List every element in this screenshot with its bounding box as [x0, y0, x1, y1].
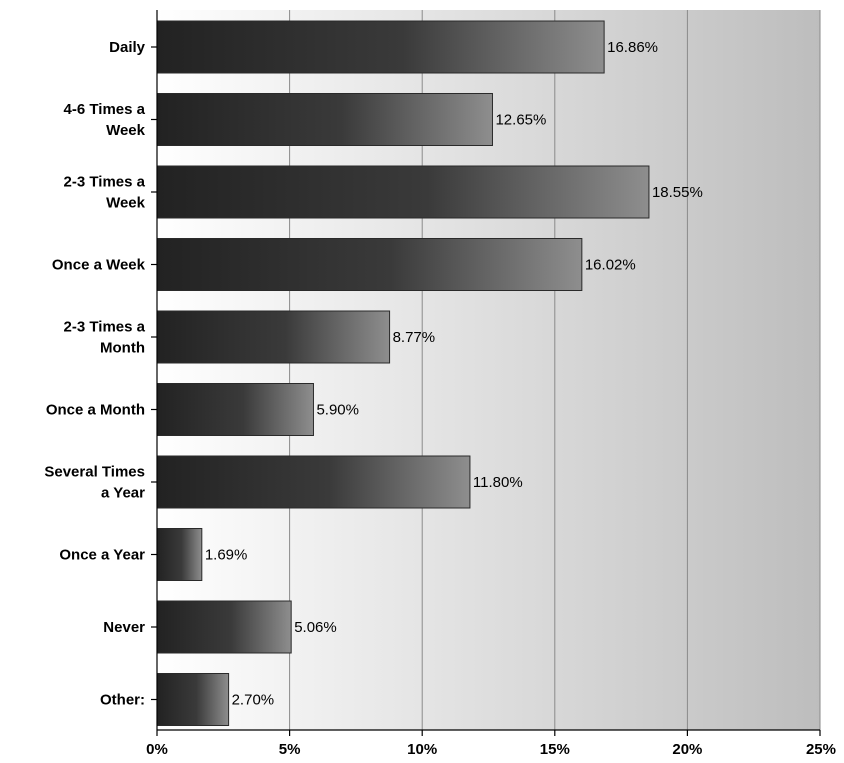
x-tick-label-5: 25% [806, 741, 836, 758]
value-label-1: 12.65% [495, 112, 546, 129]
bar-3 [156, 238, 583, 291]
value-labels: 16.86% 12.65% 18.55% 16.02% 8.77% 5.90% 11.80%… [205, 39, 703, 709]
category-label-3: Once a Week [52, 257, 146, 274]
category-label-5: Once a Month [46, 402, 145, 419]
value-label-2: 18.55% [652, 184, 703, 201]
value-label-6: 11.80% [473, 474, 523, 491]
axes [151, 10, 821, 736]
value-label-0: 16.86% [607, 39, 658, 56]
bar-0 [156, 20, 605, 74]
value-label-3: 16.02% [585, 257, 636, 274]
bar-1 [156, 93, 493, 146]
bar-2 [156, 165, 650, 219]
value-label-9: 2.70% [232, 692, 275, 709]
x-tick-label-3: 15% [540, 741, 570, 758]
value-label-4: 8.77% [393, 329, 436, 346]
bar-4 [156, 310, 391, 364]
category-label-4: 2-3 Times a Month [64, 319, 146, 357]
x-tick-label-4: 20% [672, 741, 702, 758]
category-label-2: 2-3 Times a Week [64, 174, 146, 212]
x-tick-label-0: 0% [146, 741, 168, 758]
bar-5 [156, 383, 314, 436]
bar-8 [156, 600, 292, 654]
value-label-8: 5.06% [294, 619, 337, 636]
category-label-1: 4-6 Times a Week [64, 101, 146, 139]
value-label-7: 1.69% [205, 547, 248, 564]
x-tick-labels: 0% 5% 10% 15% 20% 25% [146, 741, 836, 758]
category-label-6: Several Times a Year [44, 464, 145, 502]
category-labels: Daily 4-6 Times a Week 2-3 Times a Week Once … [44, 39, 145, 709]
x-tick-label-1: 5% [279, 741, 301, 758]
category-label-9: Other: [100, 692, 145, 709]
bars [156, 20, 650, 726]
value-label-5: 5.90% [316, 402, 359, 419]
category-label-0: Daily [109, 39, 146, 56]
category-label-7: Once a Year [59, 547, 145, 564]
category-label-8: Never [103, 619, 145, 636]
bar-6 [156, 455, 471, 509]
x-tick-label-2: 10% [407, 741, 437, 758]
bar-9 [156, 673, 230, 726]
bar-7 [156, 528, 203, 581]
